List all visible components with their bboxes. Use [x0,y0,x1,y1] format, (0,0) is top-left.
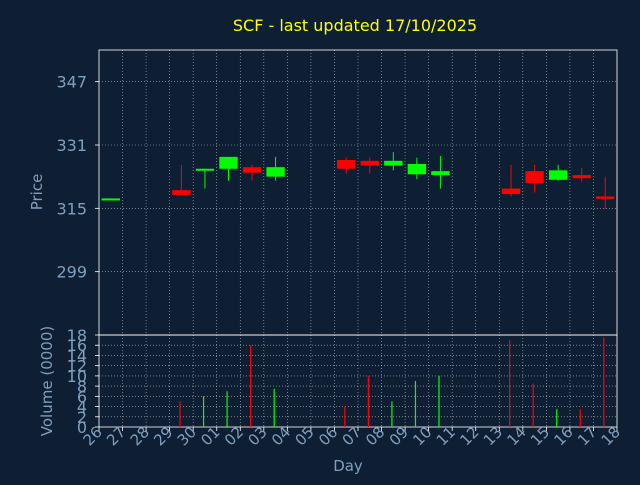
candle-body [360,160,379,166]
volume-bar [202,396,205,427]
candle-body [195,168,215,171]
volume-bar [556,409,558,427]
candle-body [525,171,544,183]
volume-bar [509,340,511,427]
candle-body [431,171,450,176]
volume-bar [367,375,369,427]
candle-body [501,188,521,195]
volume-tick-label: 14 [67,346,87,365]
price-tick-label: 299 [56,263,87,282]
price-tick-label: 331 [56,136,87,155]
volume-tick-label: 0 [77,418,87,437]
price-axis-label: Price [28,174,46,211]
candle-body [266,167,285,177]
candle-body [572,175,591,179]
volume-bar [226,391,228,427]
candle-body [337,160,356,169]
volume-bar [344,406,346,427]
volume-tick-label: 16 [67,336,87,355]
candle-body [172,190,191,195]
volume-tick-label: 4 [77,398,87,417]
volume-bar [603,337,605,427]
volume-tick-label: 12 [67,357,87,376]
volume-bar [273,388,275,427]
candle-body [596,196,615,199]
volume-tick-label: 2 [77,408,87,427]
candle-body [101,198,120,201]
volume-panel: 0246810121416182627282930010203040506070… [67,326,624,449]
price-panel: 299 315 331 347 [56,49,618,336]
volume-bar [250,345,252,427]
volume-bar [438,375,440,427]
price-tick-label: 315 [56,199,87,218]
volume-tick-label: 6 [77,387,87,406]
volume-tick-label: 10 [67,367,87,386]
volume-bar [391,401,393,427]
volume-axis-label: Volume (0000) [38,326,56,436]
candle-body [407,164,427,175]
volume-bar [532,383,534,427]
candle-body [242,167,262,173]
volume-bar [414,381,417,427]
chart-title: SCF - last updated 17/10/2025 [233,16,477,35]
candle-body [219,156,238,169]
volume-tick-label: 8 [77,377,87,396]
volume-bar [179,401,181,427]
volume-tick-label: 18 [67,326,87,345]
x-axis-label: Day [333,457,363,475]
candle-body [384,160,403,166]
volume-bar [579,409,581,427]
candle-body [548,170,568,180]
price-tick-label: 347 [56,73,87,92]
